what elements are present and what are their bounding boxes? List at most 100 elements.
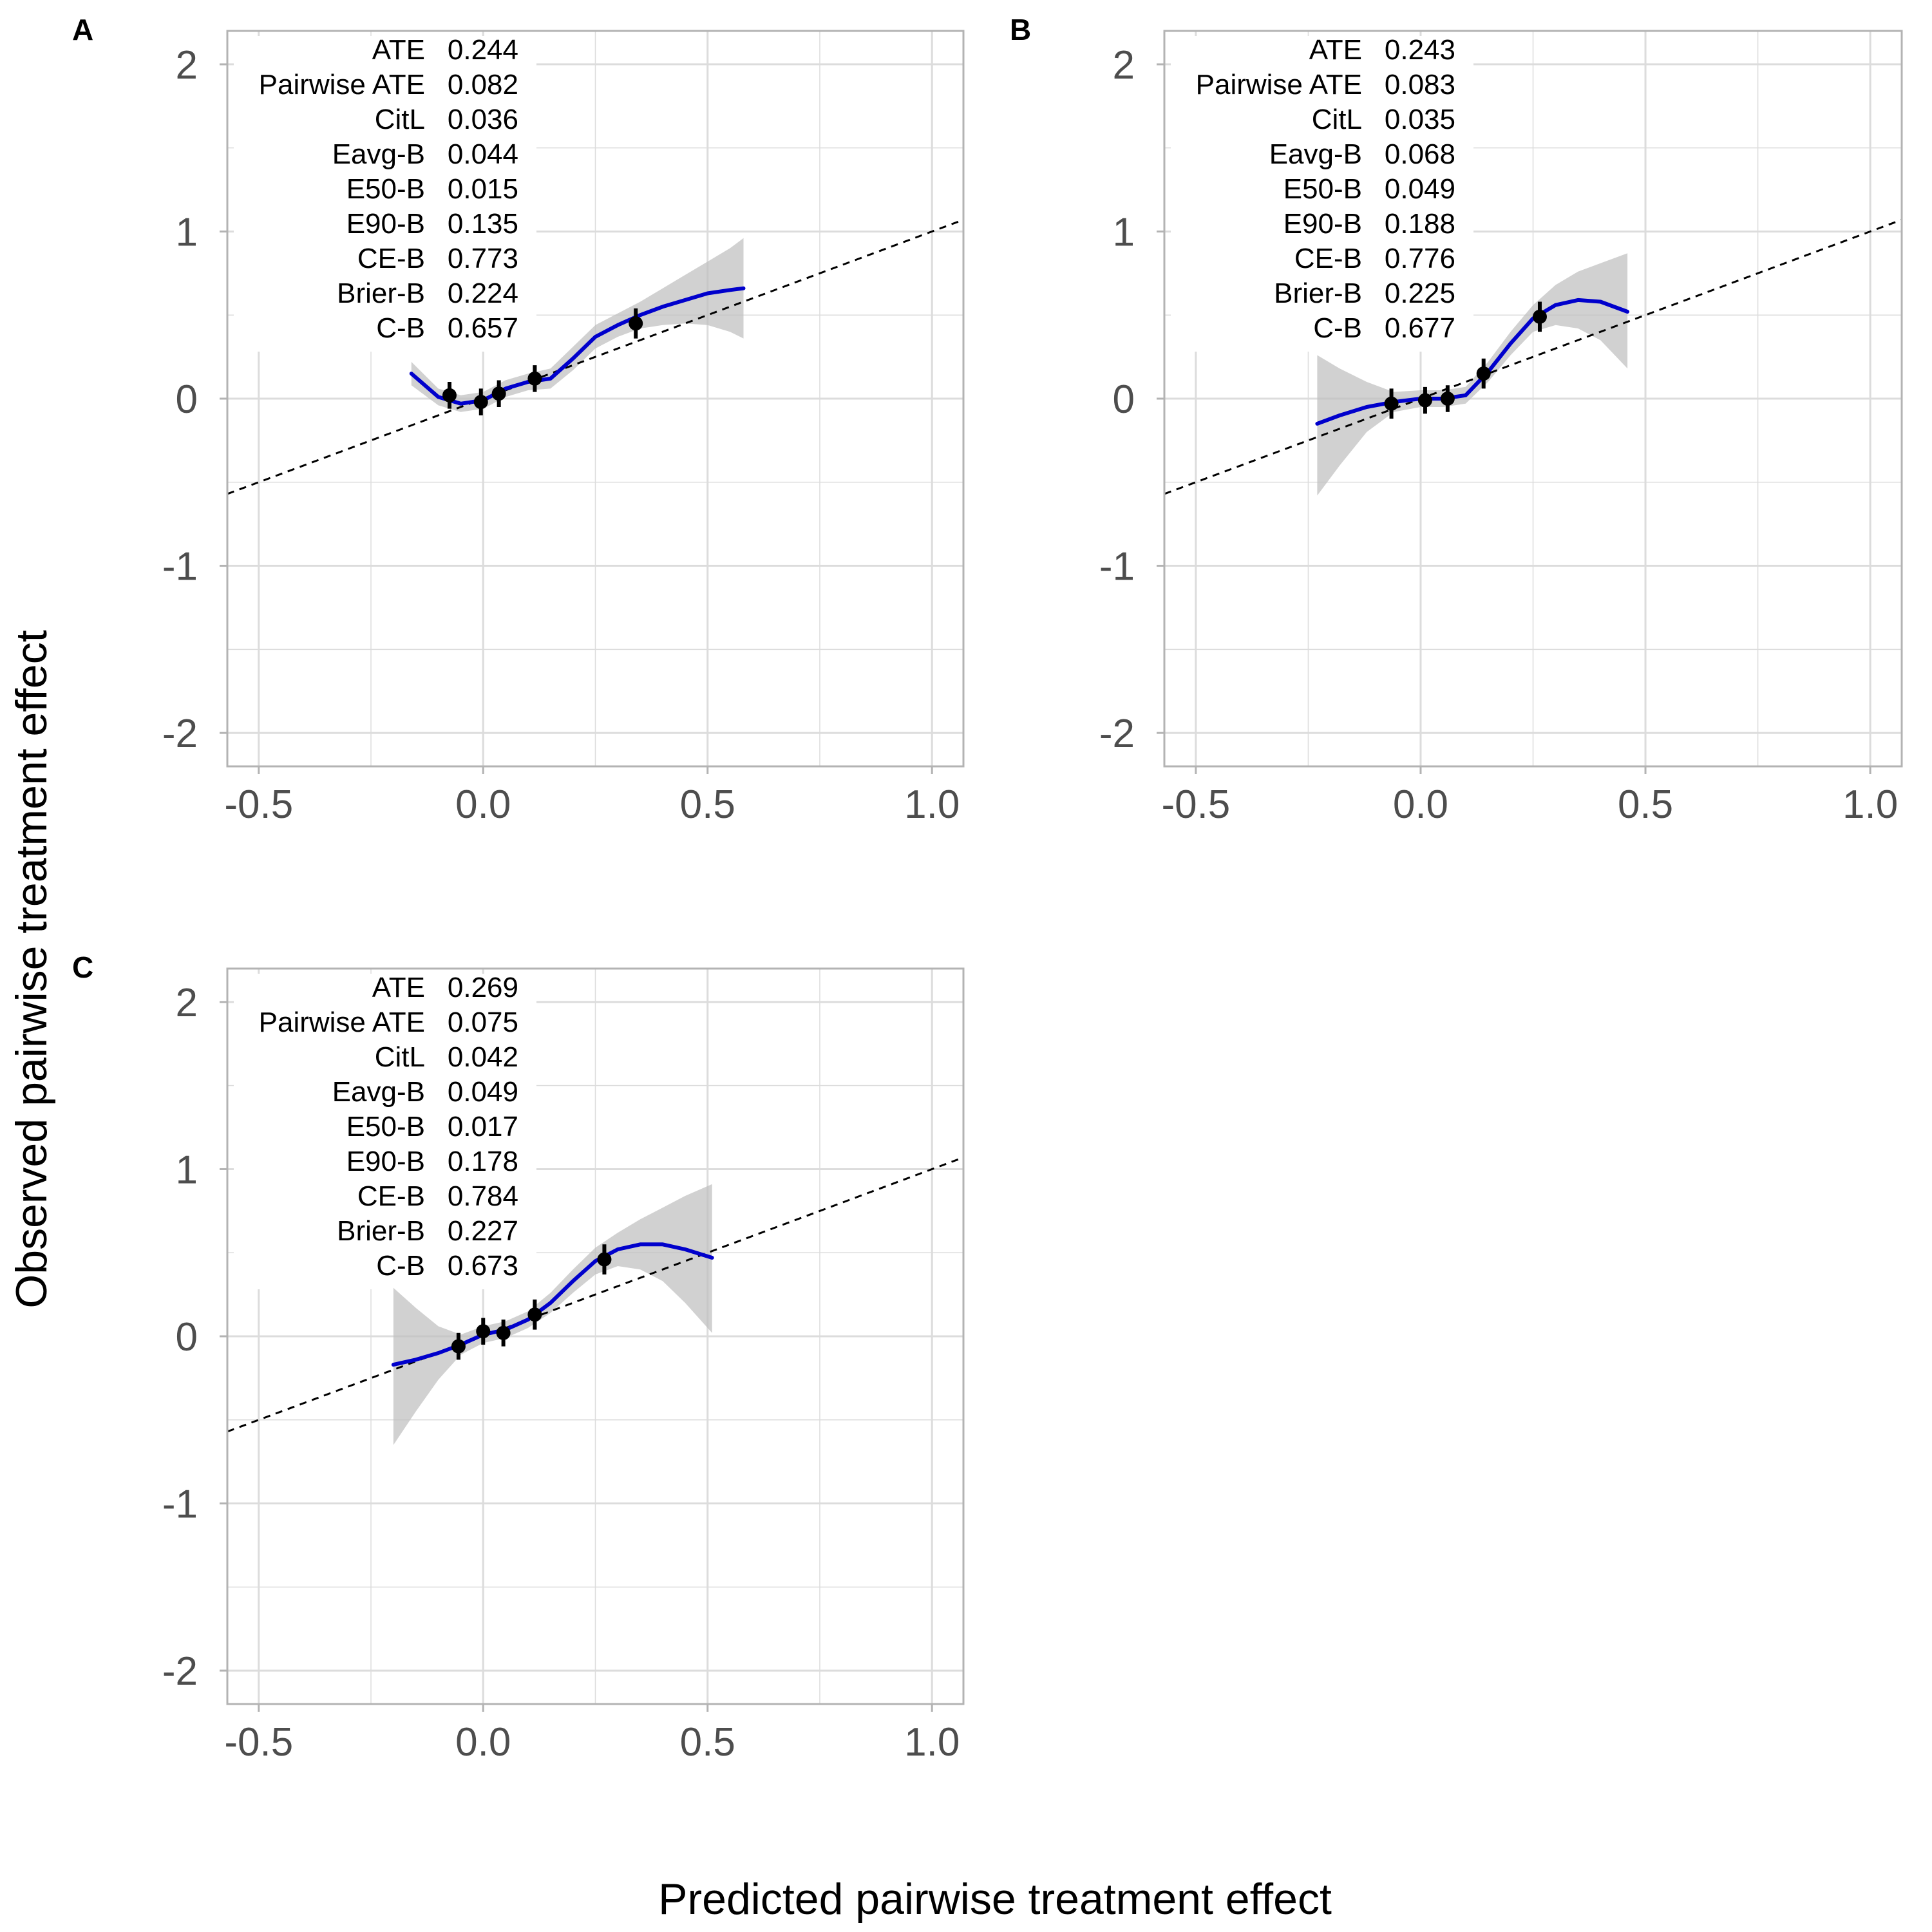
stat-value: 0.017 (448, 1111, 518, 1142)
data-point (1532, 309, 1547, 324)
smooth-curve (391, 1242, 714, 1367)
stat-label: Eavg-B (332, 138, 425, 170)
stat-value: 0.244 (448, 34, 518, 66)
stat-label: Eavg-B (1269, 138, 1362, 170)
stat-value: 0.784 (448, 1180, 518, 1212)
stat-label: E50-B (346, 173, 425, 205)
x-tick-label: 1.0 (904, 782, 960, 827)
x-tick-label: 1.0 (1842, 782, 1898, 827)
data-point (476, 1324, 491, 1339)
plot-area (1164, 218, 1902, 496)
x-tick-label: -0.5 (1161, 782, 1230, 827)
data-point (451, 1339, 466, 1354)
y-tick-label: 2 (1113, 43, 1135, 88)
stat-value: 0.049 (1385, 173, 1455, 205)
panel-c: C ATE 0.269 Pairwise ATE 0.075 CitL 0.042 Eavg-… (72, 951, 965, 1765)
y-tick-label: 2 (176, 981, 198, 1025)
y-tick-label: 0 (176, 1315, 198, 1359)
y-tick-label: -1 (1099, 545, 1135, 589)
x-tick-label: -0.5 (224, 1720, 293, 1765)
reference-line (227, 218, 963, 495)
x-tick-label: -0.5 (224, 782, 293, 827)
stat-value: 0.677 (1385, 312, 1455, 344)
y-tick-label: 0 (1113, 377, 1135, 422)
data-point (527, 371, 542, 386)
stat-value: 0.035 (1385, 104, 1455, 135)
stat-value: 0.227 (448, 1215, 518, 1247)
panel-tag: B (1010, 13, 1031, 46)
stats-background (234, 974, 536, 1289)
stat-value: 0.188 (1385, 208, 1455, 240)
stats-background (1171, 36, 1473, 352)
stat-label: Brier-B (1274, 278, 1362, 309)
stat-label: Pairwise ATE (1196, 69, 1362, 100)
stat-value: 0.082 (448, 69, 518, 100)
stat-value: 0.178 (448, 1146, 518, 1177)
x-axis-label: Predicted pairwise treatment effect (658, 1875, 1332, 1924)
stat-label: E90-B (346, 208, 425, 240)
stat-value: 0.083 (1385, 69, 1455, 100)
stat-value: 0.269 (448, 972, 518, 1003)
stat-label: Brier-B (337, 1215, 425, 1247)
x-tick-label: 0.5 (1618, 782, 1673, 827)
stats-background (234, 36, 536, 352)
panel-tag: A (72, 13, 93, 46)
data-point (1384, 396, 1399, 411)
stat-label: CitL (1312, 104, 1362, 135)
stat-value: 0.015 (448, 173, 518, 205)
x-tick-label: 0.0 (455, 782, 511, 827)
stat-label: ATE (372, 972, 425, 1003)
y-tick-label: -2 (162, 1649, 198, 1694)
reference-line (1164, 218, 1902, 495)
stat-value: 0.075 (448, 1007, 518, 1038)
y-tick-label: -2 (1099, 712, 1135, 756)
x-tick-label: 0.0 (1393, 782, 1448, 827)
x-tick-label: 0.5 (680, 782, 735, 827)
data-point (1440, 392, 1455, 406)
stat-value: 0.068 (1385, 138, 1455, 170)
y-tick-label: 1 (176, 1148, 198, 1192)
stat-label: Pairwise ATE (259, 1007, 425, 1038)
y-tick-label: -1 (162, 545, 198, 589)
stat-label: ATE (372, 34, 425, 66)
data-point (1417, 393, 1432, 408)
data-point (473, 395, 488, 410)
confidence-band (393, 1184, 712, 1445)
stat-label: Brier-B (337, 278, 425, 309)
y-tick-label: 1 (176, 210, 198, 254)
stat-label: CitL (375, 104, 425, 135)
smooth-curve (1315, 298, 1630, 426)
panels: A ATE 0.244 Pairwise ATE 0.082 CitL 0.036 Eavg-… (72, 13, 1903, 1765)
y-tick-label: 1 (1113, 210, 1135, 254)
y-tick-label: 0 (176, 377, 198, 422)
y-tick-label: -1 (162, 1482, 198, 1527)
stat-label: C-B (1313, 312, 1362, 344)
x-tick-label: 0.5 (680, 1720, 735, 1765)
data-point (491, 386, 506, 401)
stat-value: 0.049 (448, 1076, 518, 1108)
data-point (442, 388, 457, 402)
data-point (629, 316, 643, 331)
stat-label: Pairwise ATE (259, 69, 425, 100)
data-point (496, 1325, 511, 1340)
y-tick-label: -2 (162, 712, 198, 756)
stat-value: 0.044 (448, 138, 518, 170)
smooth-curve (409, 286, 746, 406)
stat-label: ATE (1309, 34, 1362, 66)
stat-value: 0.673 (448, 1250, 518, 1282)
stat-value: 0.225 (1385, 278, 1455, 309)
stat-label: E90-B (1283, 208, 1362, 240)
data-point (1476, 366, 1491, 381)
stat-label: CE-B (357, 1180, 425, 1212)
stat-label: Eavg-B (332, 1076, 425, 1108)
stats-table: ATE 0.243 Pairwise ATE 0.083 CitL 0.035 Eavg-B… (1171, 34, 1473, 352)
stat-label: E50-B (346, 1111, 425, 1142)
confidence-band (1317, 253, 1628, 496)
panel-tag: C (72, 951, 93, 984)
stat-value: 0.042 (448, 1041, 518, 1073)
data-point (527, 1307, 542, 1322)
stats-table: ATE 0.269 Pairwise ATE 0.075 CitL 0.042 Eavg-B… (234, 972, 536, 1289)
panel-a: A ATE 0.244 Pairwise ATE 0.082 CitL 0.036 Eavg-… (72, 13, 965, 827)
stat-label: CE-B (357, 243, 425, 274)
y-tick-label: 2 (176, 43, 198, 88)
